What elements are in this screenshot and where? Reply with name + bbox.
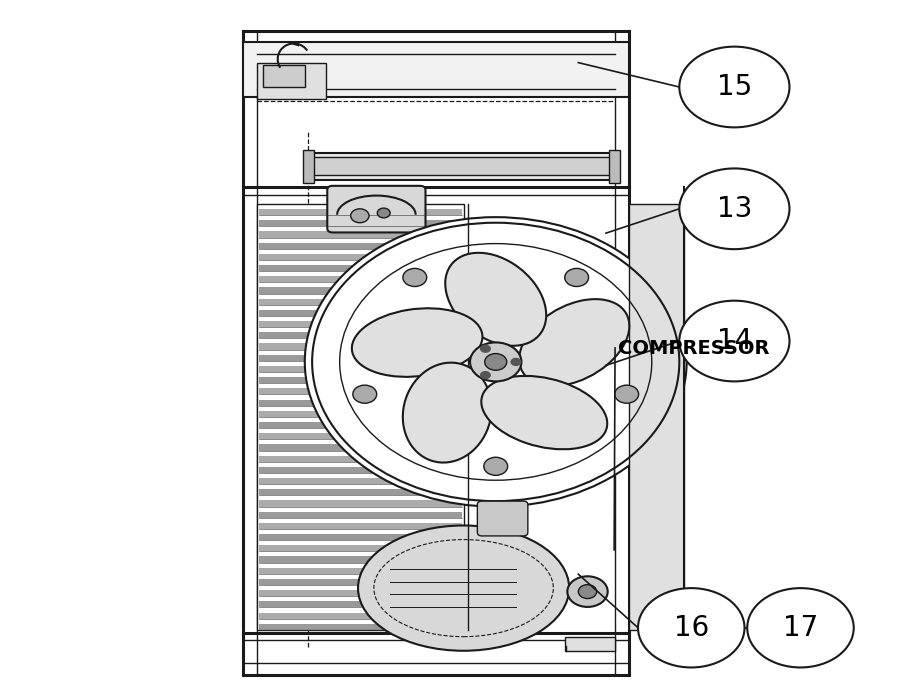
Bar <box>259 310 462 316</box>
Ellipse shape <box>352 308 483 377</box>
Bar <box>259 624 462 630</box>
Bar <box>259 534 462 540</box>
Bar <box>259 523 462 529</box>
Bar <box>259 344 462 349</box>
Ellipse shape <box>679 47 789 127</box>
Bar <box>259 388 462 395</box>
Bar <box>259 444 462 450</box>
Bar <box>259 254 462 260</box>
Bar <box>257 204 464 630</box>
Circle shape <box>403 269 427 287</box>
Circle shape <box>510 358 521 366</box>
Text: 16: 16 <box>674 614 709 642</box>
Bar <box>259 276 462 283</box>
Bar <box>259 601 462 608</box>
Ellipse shape <box>358 525 569 651</box>
Ellipse shape <box>481 376 608 450</box>
Text: COMPRESSOR: COMPRESSOR <box>618 338 769 358</box>
Circle shape <box>480 371 491 379</box>
Bar <box>312 157 610 175</box>
Bar <box>259 500 462 507</box>
Bar <box>259 489 462 496</box>
Bar <box>263 65 305 87</box>
Bar <box>259 209 462 215</box>
Bar <box>259 299 462 305</box>
Circle shape <box>351 209 369 223</box>
Bar <box>259 512 462 518</box>
Bar <box>259 557 462 562</box>
Bar <box>259 612 462 619</box>
Circle shape <box>565 269 588 287</box>
Text: 14: 14 <box>717 327 752 355</box>
Bar <box>308 153 615 180</box>
Bar <box>257 63 326 99</box>
Text: 17: 17 <box>783 614 818 642</box>
Circle shape <box>485 354 507 370</box>
Ellipse shape <box>679 168 789 249</box>
Circle shape <box>305 217 687 507</box>
Circle shape <box>480 345 491 353</box>
Bar <box>629 204 684 630</box>
Bar <box>259 456 462 461</box>
Text: 13: 13 <box>717 195 752 223</box>
Bar <box>259 400 462 406</box>
Circle shape <box>567 576 608 607</box>
Bar <box>259 467 462 473</box>
Bar <box>565 637 615 651</box>
Ellipse shape <box>638 588 744 667</box>
Bar <box>303 150 314 183</box>
Bar <box>609 150 620 183</box>
Bar <box>259 411 462 417</box>
Circle shape <box>578 585 597 599</box>
Bar <box>243 42 629 97</box>
Bar <box>259 366 462 372</box>
Bar <box>259 265 462 271</box>
Bar <box>259 568 462 574</box>
FancyBboxPatch shape <box>477 501 528 536</box>
Bar <box>259 355 462 361</box>
Circle shape <box>470 342 521 381</box>
Ellipse shape <box>520 299 630 386</box>
Bar <box>259 433 462 439</box>
Ellipse shape <box>445 253 546 346</box>
Bar <box>259 287 462 294</box>
Ellipse shape <box>679 301 789 381</box>
Bar <box>259 220 462 226</box>
Circle shape <box>377 208 390 218</box>
Bar <box>259 332 462 338</box>
Bar <box>259 545 462 551</box>
Circle shape <box>353 385 376 403</box>
Bar <box>259 243 462 248</box>
Ellipse shape <box>747 588 854 667</box>
Ellipse shape <box>403 363 491 463</box>
Circle shape <box>615 385 639 403</box>
Bar <box>259 590 462 596</box>
Bar <box>259 231 462 237</box>
Circle shape <box>484 457 508 475</box>
Bar <box>259 321 462 327</box>
Text: 15: 15 <box>717 73 752 101</box>
Bar <box>259 478 462 484</box>
Bar <box>259 579 462 585</box>
Bar <box>259 422 462 428</box>
FancyBboxPatch shape <box>328 186 426 232</box>
Bar <box>259 377 462 383</box>
